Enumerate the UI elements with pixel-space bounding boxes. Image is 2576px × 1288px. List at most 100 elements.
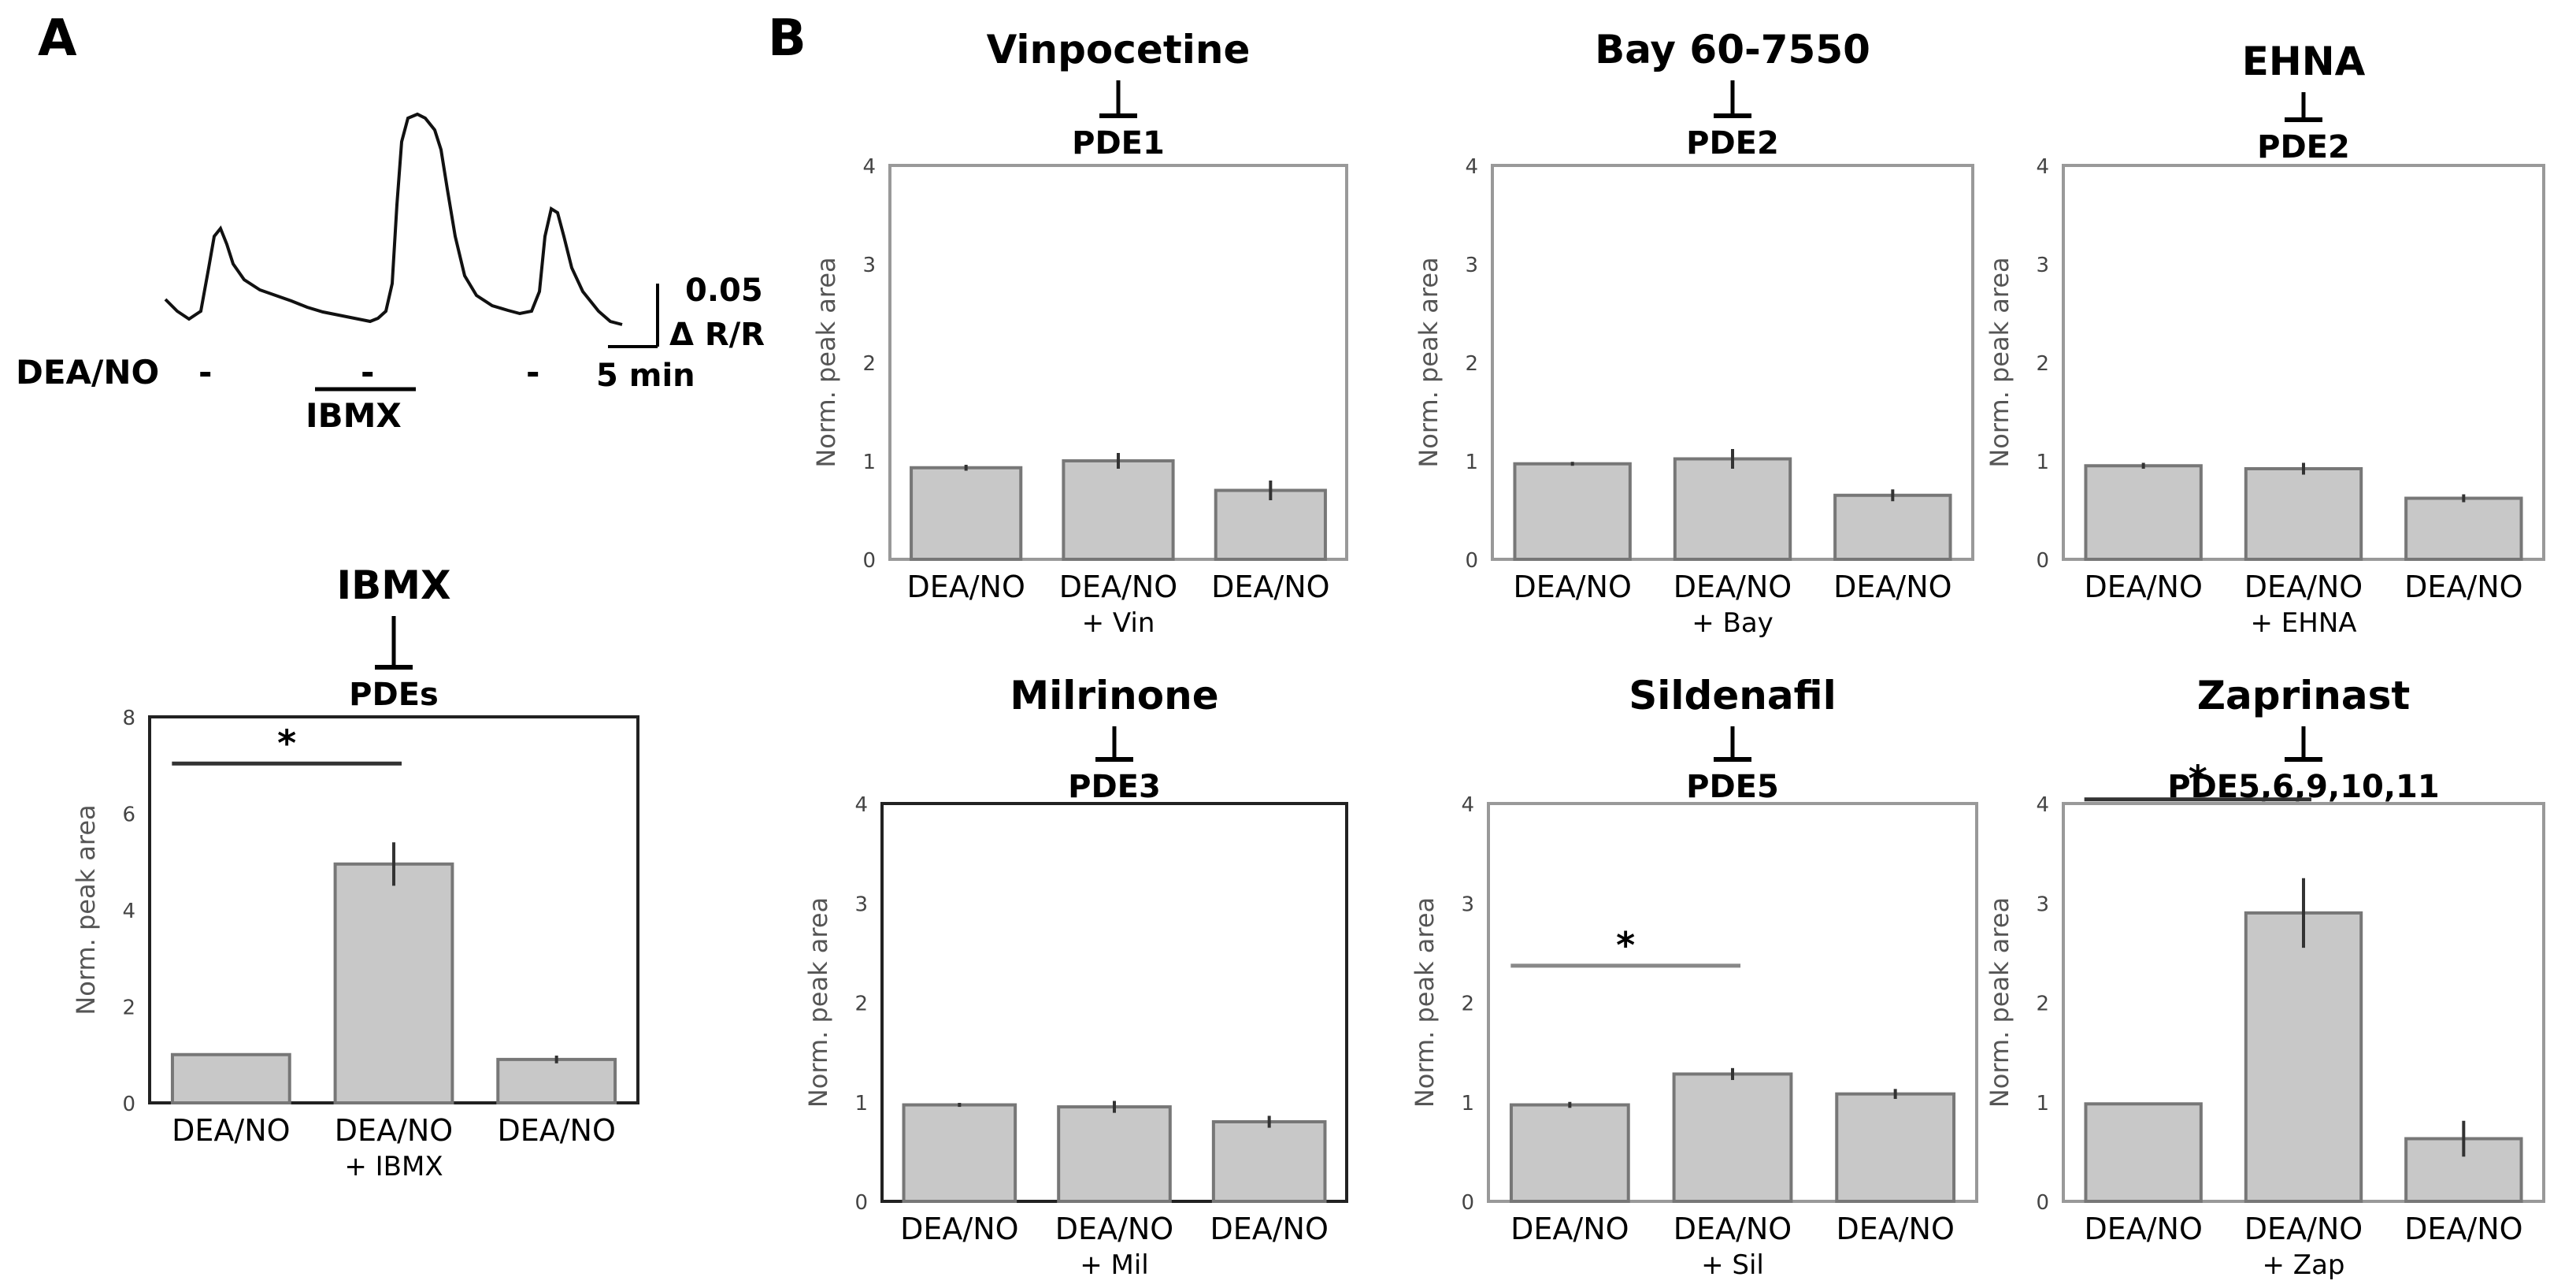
y-tick-label: 2 (1461, 993, 1474, 1016)
chart-target: PDE5 (1686, 769, 1779, 805)
category-label: DEA/NO (1836, 1212, 1954, 1246)
chart-title: IBMX (336, 562, 450, 608)
bar (2084, 464, 2203, 561)
y-axis-label: Norm. peak area (71, 804, 101, 1015)
bar (1057, 1105, 1172, 1203)
category-label: DEA/NO (2404, 1212, 2522, 1246)
category-label: DEA/NO (1673, 1212, 1792, 1246)
category-label: DEA/NO (1673, 570, 1792, 604)
category-sublabel: + IBMX (344, 1151, 443, 1182)
significance-star: * (1616, 924, 1635, 967)
y-tick-label: 0 (2036, 549, 2049, 573)
panel-label-b: B (768, 9, 806, 68)
y-tick-label: 2 (862, 352, 876, 376)
chart-title: Sildenafil (1629, 673, 1837, 718)
chart-title: Bay 60-7550 (1595, 27, 1870, 72)
category-sublabel: + Bay (1692, 607, 1774, 639)
y-tick-label: 1 (854, 1092, 868, 1115)
bar (1214, 488, 1327, 561)
y-tick-label: 6 (122, 804, 135, 827)
y-tick-label: 1 (862, 451, 876, 474)
trace-panel: DEA/NO - - - IBMX 0.05 Δ R/R 5 min (16, 112, 765, 435)
category-sublabel: + EHNA (2250, 607, 2356, 639)
y-tick-label: 2 (2036, 352, 2049, 376)
category-label: DEA/NO (172, 1113, 290, 1148)
y-tick-label: 2 (1465, 352, 1478, 376)
chart-target: PDE1 (1072, 125, 1165, 161)
y-tick-label: 0 (862, 549, 876, 573)
bar (910, 466, 1023, 561)
chart-target: PDEs (349, 677, 439, 713)
y-tick-label: 0 (1465, 549, 1478, 573)
chart-sildenafil: Sildenafil PDE5 0 1 2 3 4 Norm. peak area DEA/NO… (1410, 673, 1978, 1281)
y-axis-label: Norm. peak area (803, 897, 833, 1108)
significance-star: * (277, 722, 296, 764)
chart-target: PDE2 (1686, 125, 1779, 161)
bar (1062, 459, 1175, 561)
category-label: DEA/NO (2084, 1212, 2202, 1246)
bar (1211, 1120, 1327, 1203)
y-tick-label: 0 (2036, 1191, 2049, 1215)
chart-bay: Bay 60-7550 PDE2 0 1 2 3 4 Norm. peak area DEA/N… (1414, 27, 1974, 639)
bar (902, 1103, 1017, 1203)
y-tick-label: 3 (862, 254, 876, 277)
y-tick-label: 3 (854, 893, 868, 916)
category-label: DEA/NO (2404, 570, 2522, 604)
y-tick-label: 0 (854, 1191, 868, 1215)
y-axis-label: Norm. peak area (1985, 897, 2014, 1108)
category-sublabel: + Mil (1080, 1249, 1149, 1281)
category-label: DEA/NO (2084, 570, 2202, 604)
category-label: DEA/NO (900, 1212, 1018, 1246)
category-sublabel: + Vin (1082, 607, 1155, 639)
category-sublabel: + Sil (1701, 1249, 1764, 1281)
y-tick-label: 2 (122, 997, 135, 1020)
category-label: DEA/NO (1059, 570, 1177, 604)
y-tick-label: 3 (1465, 254, 1478, 277)
chart-title: Milrinone (1010, 673, 1218, 718)
y-axis-label: Norm. peak area (811, 257, 841, 467)
y-tick-label: 0 (1461, 1191, 1474, 1215)
category-label: DEA/NO (1055, 1212, 1173, 1246)
bar (1673, 457, 1792, 561)
category-label: DEA/NO (335, 1113, 453, 1148)
category-sublabel: + Zap (2262, 1249, 2344, 1281)
category-label: DEA/NO (1510, 1212, 1629, 1246)
y-tick-label: 3 (2036, 893, 2049, 916)
y-tick-label: 8 (122, 707, 135, 730)
chart-target: PDE2 (2257, 129, 2350, 165)
chart-title: EHNA (2242, 39, 2366, 84)
bar (1513, 462, 1632, 561)
y-tick-label: 4 (1461, 793, 1474, 817)
y-tick-label: 2 (2036, 993, 2049, 1016)
category-label: DEA/NO (1210, 1212, 1328, 1246)
scale-amplitude: 0.05 (685, 273, 763, 309)
dea-no-pulse-3: - (526, 353, 539, 392)
significance-star: * (2189, 758, 2207, 800)
category-label: DEA/NO (1513, 570, 1631, 604)
bar (170, 1052, 291, 1104)
y-tick-label: 1 (1461, 1092, 1474, 1115)
chart-ehna: EHNA PDE2 0 1 2 3 4 Norm. peak area DEA/NO DEA/NO… (1985, 39, 2545, 639)
chart-title: Vinpocetine (987, 27, 1251, 72)
y-axis-label: Norm. peak area (1985, 257, 2014, 467)
bar (2404, 496, 2523, 561)
ratio-trace (164, 112, 623, 326)
panel-label-a: A (38, 9, 77, 68)
category-label: DEA/NO (497, 1113, 615, 1148)
y-tick-label: 4 (854, 793, 868, 817)
y-tick-label: 0 (122, 1093, 135, 1116)
y-tick-label: 4 (862, 155, 876, 179)
category-label: DEA/NO (1211, 570, 1329, 604)
dea-no-pulse-2: - (361, 353, 374, 392)
y-tick-label: 4 (2036, 155, 2049, 179)
category-label: DEA/NO (1833, 570, 1951, 604)
bar-charts: IBMX PDEs 0 2 4 6 8 Norm. peak area DEA/NO DEA/NO… (71, 27, 2545, 1281)
bar (496, 1057, 617, 1104)
y-tick-label: 2 (854, 993, 868, 1016)
chart-vinpocetine: Vinpocetine PDE1 0 1 2 3 4 Norm. peak area DEA/N… (811, 27, 1348, 639)
y-tick-label: 3 (2036, 254, 2049, 277)
y-tick-label: 3 (1461, 893, 1474, 916)
y-axis-label: Norm. peak area (1410, 897, 1440, 1108)
bar (333, 862, 454, 1104)
